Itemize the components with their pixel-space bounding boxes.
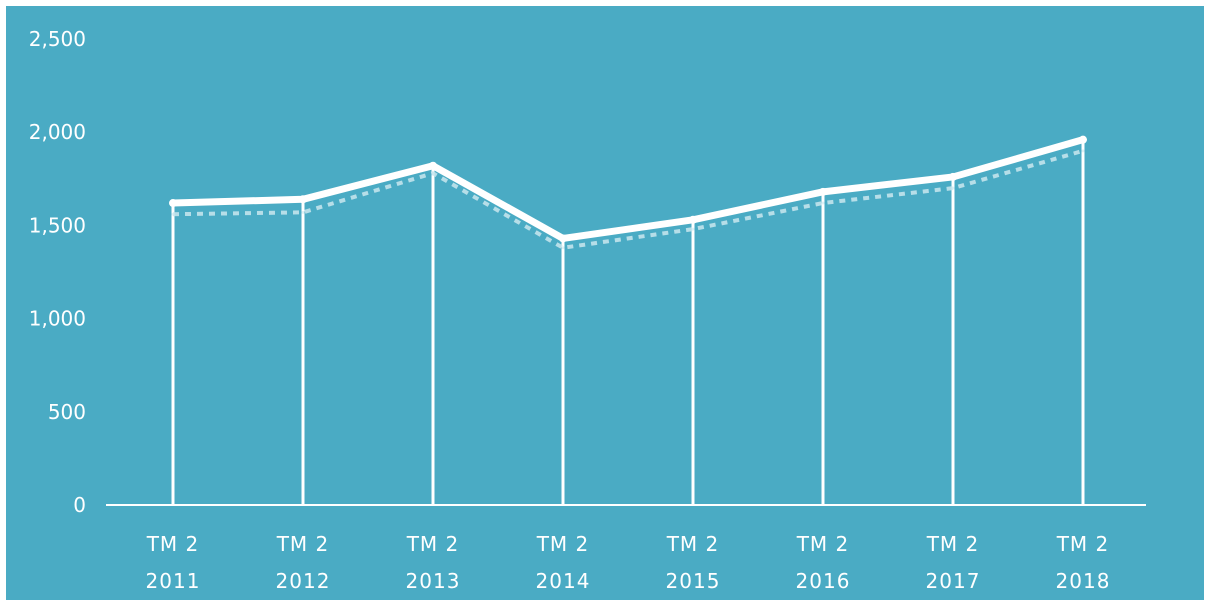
data-point-dotted xyxy=(821,201,825,205)
data-point-main xyxy=(169,199,177,208)
x-tick-label: TM 2 2012 xyxy=(276,532,331,593)
series-layer xyxy=(169,135,1087,250)
chart-panel: 0 500 1,000 1,500 2,000 2,500 TM 2 2011 TM 2 201… xyxy=(6,6,1204,600)
data-point-main xyxy=(559,234,567,243)
data-point-dotted xyxy=(951,186,955,190)
data-point-dotted xyxy=(171,212,175,216)
x-axis-ticks: TM 2 2011 TM 2 2012 TM 2 2013 TM 2 2014 TM 2 2015… xyxy=(146,532,1111,593)
x-tick-label: TM 2 2011 xyxy=(146,532,201,593)
x-tick-label: TM 2 2017 xyxy=(926,532,981,593)
data-point-dotted xyxy=(431,171,435,175)
data-point-main xyxy=(1079,135,1087,144)
x-tick-label: TM 2 2016 xyxy=(796,532,851,593)
data-point-main xyxy=(429,161,437,170)
data-point-main xyxy=(949,172,957,181)
x-tick-label: TM 2 2015 xyxy=(666,532,721,593)
data-point-dotted xyxy=(1081,149,1085,153)
data-point-main xyxy=(819,187,827,196)
data-point-dotted xyxy=(301,210,305,214)
drop-lines xyxy=(171,139,1085,505)
y-tick-label: 0 xyxy=(73,493,86,517)
data-point-dotted xyxy=(561,246,565,250)
y-tick-label: 2,000 xyxy=(29,120,86,144)
series-line-dotted xyxy=(172,148,1084,250)
series-line-main xyxy=(169,136,1087,242)
y-tick-label: 1,000 xyxy=(29,307,86,331)
data-point-main xyxy=(299,195,307,204)
y-tick-label: 500 xyxy=(48,400,86,424)
data-point-main xyxy=(689,215,697,224)
y-axis-ticks: 0 500 1,000 1,500 2,000 2,500 xyxy=(29,27,86,517)
y-tick-label: 2,500 xyxy=(29,27,86,51)
y-tick-label: 1,500 xyxy=(29,213,86,237)
x-tick-label: TM 2 2014 xyxy=(536,532,591,593)
x-tick-label: TM 2 2013 xyxy=(406,532,461,593)
x-tick-label: TM 2 2018 xyxy=(1056,532,1111,593)
data-point-dotted xyxy=(691,227,695,231)
